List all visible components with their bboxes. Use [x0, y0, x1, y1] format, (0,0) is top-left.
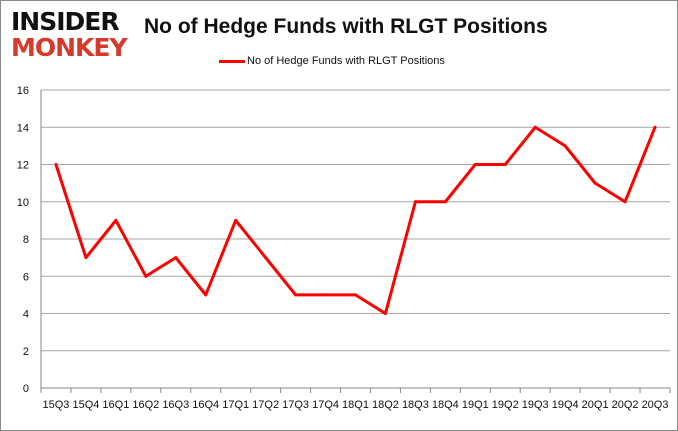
data-point	[354, 293, 357, 297]
data-point	[204, 293, 208, 297]
x-tick-label: 18Q3	[402, 399, 429, 411]
x-tick-label: 16Q2	[132, 399, 159, 411]
x-tick-label: 17Q1	[222, 399, 249, 411]
x-tick-label: 20Q1	[582, 399, 609, 411]
legend-label: No of Hedge Funds with RLGT Positions	[247, 55, 445, 67]
data-point	[144, 274, 148, 278]
x-tick-label: 20Q2	[612, 399, 639, 411]
y-tick-label: 0	[23, 383, 29, 395]
x-tick-label: 16Q4	[192, 399, 219, 411]
x-tick-label: 15Q4	[72, 399, 99, 411]
x-tick-label: 19Q1	[462, 399, 489, 411]
data-point	[533, 125, 537, 129]
x-tick-label: 17Q3	[282, 399, 309, 411]
y-tick-label: 10	[17, 197, 29, 209]
data-point	[413, 200, 417, 204]
data-point	[503, 163, 507, 166]
legend: No of Hedge Funds with RLGT Positions	[219, 55, 445, 67]
x-tick-label: 17Q2	[252, 399, 279, 411]
chart-title: No of Hedge Funds with RLGT Positions	[144, 15, 548, 38]
data-point	[54, 163, 58, 166]
data-point	[593, 181, 597, 185]
data-point	[84, 256, 88, 260]
y-tick-label: 6	[23, 271, 29, 283]
y-tick-label: 8	[23, 234, 29, 246]
insider-monkey-logo: INSIDER MONKEY	[11, 7, 128, 62]
x-tick-label: 15Q3	[43, 399, 70, 411]
x-tick-label: 16Q1	[102, 399, 129, 411]
x-tick-label: 19Q3	[522, 399, 549, 411]
x-tick-label: 19Q2	[492, 399, 519, 411]
data-point	[653, 125, 657, 129]
y-tick-label: 2	[23, 346, 29, 358]
x-tick-label: 16Q3	[162, 399, 189, 411]
data-point	[473, 163, 477, 166]
x-tick-label: 18Q4	[432, 399, 459, 411]
data-point	[324, 293, 328, 297]
data-point	[234, 218, 238, 222]
series-line	[54, 125, 657, 315]
data-point	[114, 218, 118, 222]
x-tick-label: 17Q4	[312, 399, 339, 411]
x-tick-label: 20Q3	[642, 399, 669, 411]
data-point	[264, 256, 268, 260]
logo-line1: INSIDER	[11, 7, 120, 36]
logo-line2: MONKEY	[11, 33, 128, 62]
x-tick-label: 18Q2	[372, 399, 399, 411]
x-tick-label: 18Q1	[342, 399, 369, 411]
y-tick-label: 14	[17, 122, 29, 134]
data-point	[623, 200, 627, 204]
x-tick-label: 19Q4	[552, 399, 579, 411]
y-tick-label: 12	[17, 160, 29, 172]
data-point	[294, 293, 298, 297]
y-tick-label: 4	[23, 309, 29, 321]
data-point	[563, 144, 567, 148]
legend-swatch	[219, 59, 245, 63]
y-tick-label: 16	[17, 85, 29, 97]
data-point	[443, 200, 447, 204]
data-point	[383, 312, 387, 315]
data-point	[174, 256, 178, 260]
